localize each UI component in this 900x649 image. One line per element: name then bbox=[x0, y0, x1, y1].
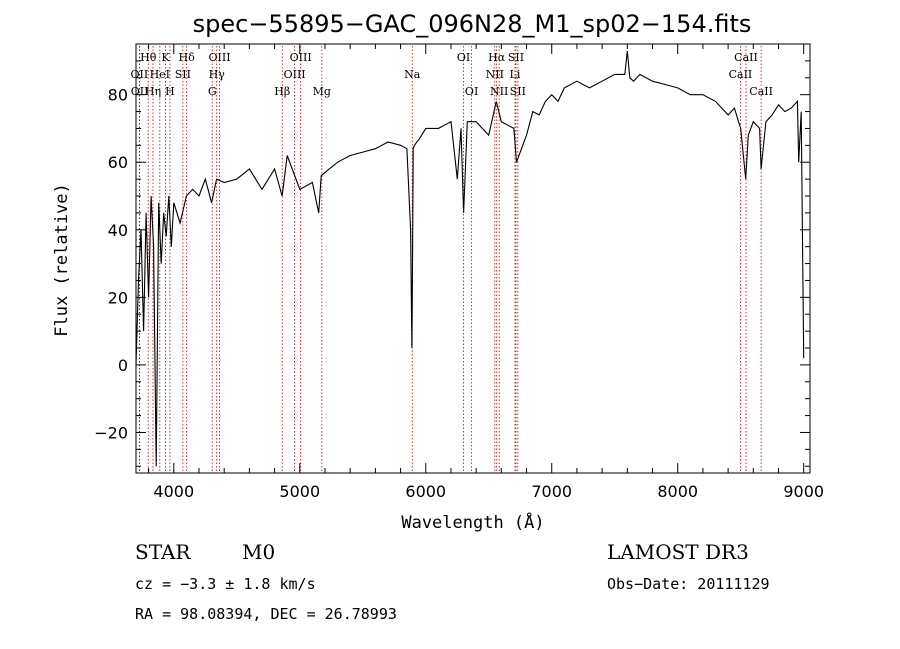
redshift-cz: cz = −3.3 ± 1.8 km/s bbox=[135, 575, 316, 593]
y-axis-ticks: −20 0 20 40 60 80 bbox=[94, 60, 810, 467]
spectral-line-label: Hβ bbox=[274, 85, 290, 98]
x-tick-label: 8000 bbox=[657, 482, 698, 501]
spectral-line-label: Hδ bbox=[179, 51, 196, 64]
spectral-line-label: G bbox=[208, 85, 217, 98]
spectral-line-label: Hθ bbox=[140, 51, 157, 64]
spectral-line-label: OIII bbox=[290, 51, 312, 64]
spectral-line-label: OIII bbox=[208, 51, 230, 64]
spectral-line-label: Na bbox=[404, 68, 421, 81]
y-tick-label: 20 bbox=[108, 288, 128, 307]
x-axis-ticks: 4000 5000 6000 7000 8000 9000 bbox=[148, 44, 824, 501]
spectral-line-label: CaII bbox=[729, 68, 753, 81]
spectral-line-label: NII bbox=[490, 85, 508, 98]
x-axis-label: Wavelength (Å) bbox=[401, 511, 544, 533]
x-tick-label: 9000 bbox=[783, 482, 824, 501]
x-tick-label: 4000 bbox=[153, 482, 194, 501]
x-tick-label: 7000 bbox=[531, 482, 572, 501]
spectral-line-label: OII bbox=[131, 68, 149, 81]
spectral-line-label: H bbox=[165, 85, 175, 98]
spectral-line-label: OIII bbox=[284, 68, 306, 81]
spectral-line-label: Hα bbox=[488, 51, 506, 64]
spectral-line-label: Mg bbox=[313, 85, 331, 98]
y-axis-label: Flux (relative) bbox=[52, 183, 72, 337]
spectral-line-label: Hγ bbox=[209, 68, 226, 81]
object-subclass: M0 bbox=[242, 540, 275, 564]
plot-frame bbox=[135, 43, 811, 474]
y-tick-label: −20 bbox=[94, 423, 128, 442]
y-tick-label: 80 bbox=[108, 86, 128, 105]
spectral-line-label: OI bbox=[465, 85, 478, 98]
spectral-line-label: NII bbox=[486, 68, 504, 81]
spectrum-series-line bbox=[135, 50, 805, 467]
spectral-line-label: SII bbox=[508, 51, 524, 64]
coordinates: RA = 98.08394, DEC = 26.78993 bbox=[135, 605, 397, 623]
chart-title: spec−55895−GAC_096N28_M1_sp02−154.fits bbox=[193, 10, 752, 38]
spectral-line-label: OI bbox=[457, 51, 470, 64]
observation-date: Obs−Date: 20111129 bbox=[607, 575, 770, 593]
spectral-line-label: SII bbox=[510, 85, 526, 98]
spectral-line-label: HeI bbox=[150, 68, 170, 81]
spectral-line-label: Li bbox=[510, 68, 521, 81]
spectral-line-label: Hη bbox=[145, 85, 161, 98]
object-class: STAR bbox=[135, 540, 191, 564]
spectral-line-markers bbox=[139, 46, 762, 473]
spectral-line-label: K bbox=[161, 51, 170, 64]
y-tick-label: 40 bbox=[108, 221, 128, 240]
spectral-line-label: SII bbox=[175, 68, 191, 81]
y-tick-label: 60 bbox=[108, 153, 128, 172]
spectral-line-label: CaII bbox=[749, 85, 773, 98]
y-tick-label: 0 bbox=[118, 356, 128, 375]
x-tick-label: 5000 bbox=[279, 482, 320, 501]
x-tick-label: 6000 bbox=[405, 482, 446, 501]
survey-name: LAMOST DR3 bbox=[607, 540, 749, 564]
spectral-line-label: CaII bbox=[734, 51, 758, 64]
